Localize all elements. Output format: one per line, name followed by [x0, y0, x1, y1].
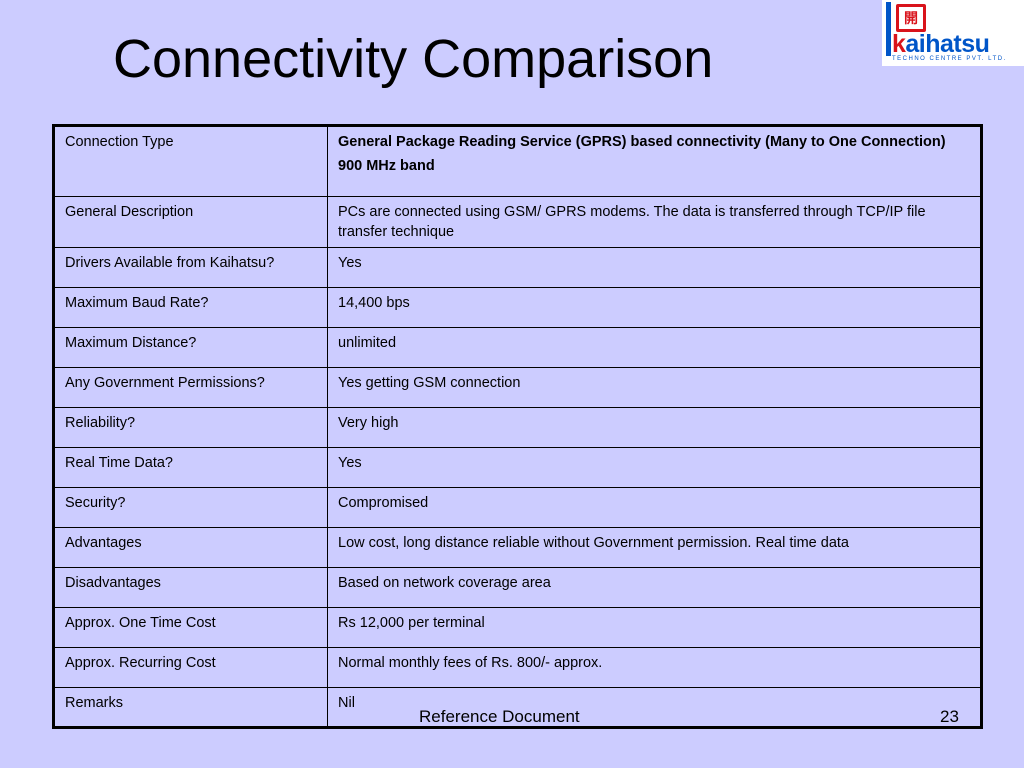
row-label: General Description [53, 196, 328, 248]
table-row: Approx. Recurring Cost Normal monthly fe… [53, 647, 982, 688]
row-label: Drivers Available from Kaihatsu? [53, 247, 328, 288]
row-value: PCs are connected using GSM/ GPRS modems… [327, 196, 982, 248]
comparison-table: Connection Type General Package Reading … [52, 124, 983, 729]
row-label: Approx. Recurring Cost [53, 647, 328, 688]
footer-text: Reference Document [419, 707, 580, 726]
table-row: Any Government Permissions? Yes getting … [53, 367, 982, 408]
row-label: Disadvantages [53, 567, 328, 608]
row-value: General Package Reading Service (GPRS) b… [327, 125, 982, 197]
row-label: Advantages [53, 527, 328, 568]
table-row: Security? Compromised [53, 487, 982, 528]
row-value-main: General Package Reading Service (GPRS) b… [338, 134, 946, 150]
slide-title: Connectivity Comparison [113, 29, 714, 89]
table-row: Connection Type General Package Reading … [53, 125, 982, 197]
table-row: Disadvantages Based on network coverage … [53, 567, 982, 608]
table-row: Drivers Available from Kaihatsu? Yes [53, 247, 982, 288]
logo-seal-icon: 開 [896, 4, 926, 32]
kaihatsu-logo: 開 kaihatsu TECHNO CENTRE PVT. LTD. [882, 0, 1024, 66]
table-row: Maximum Baud Rate? 14,400 bps [53, 287, 982, 328]
row-value-band: 900 MHz band [338, 158, 435, 174]
page-number: 23 [940, 707, 959, 726]
table-row: Real Time Data? Yes [53, 447, 982, 488]
row-value: Yes [327, 447, 982, 488]
row-value: Based on network coverage area [327, 567, 982, 608]
row-label: Maximum Distance? [53, 327, 328, 368]
row-value: Normal monthly fees of Rs. 800/- approx. [327, 647, 982, 688]
table-row: Remarks Nil [53, 687, 982, 728]
table-row: General Description PCs are connected us… [53, 196, 982, 248]
row-label: Approx. One Time Cost [53, 607, 328, 648]
row-value: Compromised [327, 487, 982, 528]
row-value: Very high [327, 407, 982, 448]
row-value: Nil [327, 687, 982, 728]
table-row: Maximum Distance? unlimited [53, 327, 982, 368]
row-label: Reliability? [53, 407, 328, 448]
row-value: 14,400 bps [327, 287, 982, 328]
table-row: Reliability? Very high [53, 407, 982, 448]
row-label: Remarks [53, 687, 328, 728]
row-label: Connection Type [53, 125, 328, 197]
row-value: unlimited [327, 327, 982, 368]
row-label: Any Government Permissions? [53, 367, 328, 408]
row-value: Yes getting GSM connection [327, 367, 982, 408]
logo-brand-prefix: k [892, 30, 906, 58]
row-value: Low cost, long distance reliable without… [327, 527, 982, 568]
row-value: Rs 12,000 per terminal [327, 607, 982, 648]
logo-brand-rest: aihatsu [905, 30, 990, 58]
logo-brand: kaihatsu [892, 30, 990, 59]
table-row: Approx. One Time Cost Rs 12,000 per term… [53, 607, 982, 648]
logo-bar [886, 2, 891, 56]
row-label: Real Time Data? [53, 447, 328, 488]
logo-tagline: TECHNO CENTRE PVT. LTD. [892, 56, 1007, 62]
row-value: Yes [327, 247, 982, 288]
row-label: Security? [53, 487, 328, 528]
table-row: Advantages Low cost, long distance relia… [53, 527, 982, 568]
row-label: Maximum Baud Rate? [53, 287, 328, 328]
